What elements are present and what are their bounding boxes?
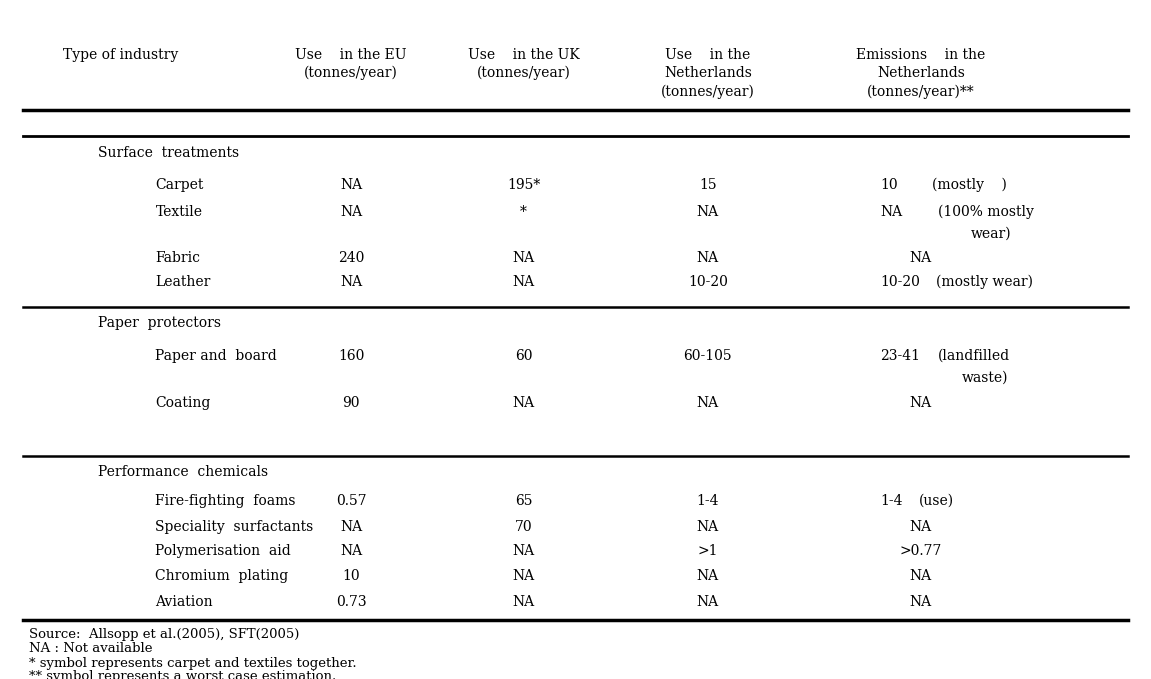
Text: NA: NA <box>512 569 535 583</box>
Text: *: * <box>520 205 527 219</box>
Text: Paper  protectors: Paper protectors <box>98 316 221 329</box>
Text: 60-105: 60-105 <box>684 349 732 363</box>
Text: NA: NA <box>909 397 932 410</box>
Text: waste): waste) <box>962 371 1008 384</box>
Text: Use    in the UK
(tonnes/year): Use in the UK (tonnes/year) <box>467 48 580 81</box>
Text: Surface  treatments: Surface treatments <box>98 146 239 160</box>
Text: >1: >1 <box>698 545 718 558</box>
Text: NA: NA <box>512 545 535 558</box>
Text: Performance  chemicals: Performance chemicals <box>98 465 268 479</box>
Text: Emissions    in the
Netherlands
(tonnes/year)**: Emissions in the Netherlands (tonnes/yea… <box>856 48 985 99</box>
Text: 10: 10 <box>881 178 898 191</box>
Text: (landfilled: (landfilled <box>938 349 1011 363</box>
Text: Aviation: Aviation <box>155 595 213 608</box>
Text: NA: NA <box>909 569 932 583</box>
Text: NA: NA <box>340 205 363 219</box>
Text: NA: NA <box>696 520 719 534</box>
Text: 0.57: 0.57 <box>336 494 366 508</box>
Text: >0.77: >0.77 <box>900 545 942 558</box>
Text: NA: NA <box>696 595 719 608</box>
Text: NA : Not available: NA : Not available <box>29 642 152 655</box>
Text: 60: 60 <box>514 349 533 363</box>
Text: NA: NA <box>340 520 363 534</box>
Text: Use    in the EU
(tonnes/year): Use in the EU (tonnes/year) <box>296 48 406 81</box>
Text: Fire-fighting  foams: Fire-fighting foams <box>155 494 296 508</box>
Text: 0.73: 0.73 <box>336 595 366 608</box>
Text: Fabric: Fabric <box>155 251 200 265</box>
Text: Chromium  plating: Chromium plating <box>155 569 289 583</box>
Text: (100% mostly: (100% mostly <box>938 204 1034 219</box>
Text: 10-20: 10-20 <box>881 275 921 289</box>
Text: 195*: 195* <box>508 178 540 191</box>
Text: 160: 160 <box>338 349 364 363</box>
Text: 10-20: 10-20 <box>688 275 727 289</box>
Text: 90: 90 <box>342 397 360 410</box>
Text: (mostly wear): (mostly wear) <box>936 274 1032 289</box>
Text: NA: NA <box>340 545 363 558</box>
Text: Polymerisation  aid: Polymerisation aid <box>155 545 291 558</box>
Text: 1-4: 1-4 <box>881 494 904 508</box>
Text: Leather: Leather <box>155 275 211 289</box>
Text: Type of industry: Type of industry <box>63 48 178 62</box>
Text: NA: NA <box>696 569 719 583</box>
Text: NA: NA <box>881 205 902 219</box>
Text: 70: 70 <box>514 520 533 534</box>
Text: NA: NA <box>512 595 535 608</box>
Text: * symbol represents carpet and textiles together.: * symbol represents carpet and textiles … <box>29 657 357 669</box>
Text: 1-4: 1-4 <box>696 494 719 508</box>
Text: wear): wear) <box>970 227 1011 240</box>
Text: NA: NA <box>909 520 932 534</box>
Text: 15: 15 <box>699 178 717 191</box>
Text: NA: NA <box>512 397 535 410</box>
Text: (mostly    ): (mostly ) <box>932 177 1007 192</box>
Text: ** symbol represents a worst case estimation.: ** symbol represents a worst case estima… <box>29 670 336 679</box>
Text: 10: 10 <box>342 569 360 583</box>
Text: NA: NA <box>696 397 719 410</box>
Text: Carpet: Carpet <box>155 178 204 191</box>
Text: 65: 65 <box>514 494 533 508</box>
Text: Speciality  surfactants: Speciality surfactants <box>155 520 313 534</box>
Text: 23-41: 23-41 <box>881 349 921 363</box>
Text: NA: NA <box>696 205 719 219</box>
Text: NA: NA <box>340 178 363 191</box>
Text: NA: NA <box>340 275 363 289</box>
Text: 240: 240 <box>338 251 364 265</box>
Text: NA: NA <box>696 251 719 265</box>
Text: (use): (use) <box>918 494 954 508</box>
Text: NA: NA <box>909 251 932 265</box>
Text: Coating: Coating <box>155 397 211 410</box>
Text: NA: NA <box>512 251 535 265</box>
Text: Textile: Textile <box>155 205 203 219</box>
Text: Paper and  board: Paper and board <box>155 349 277 363</box>
Text: NA: NA <box>909 595 932 608</box>
Text: NA: NA <box>512 275 535 289</box>
Text: Use    in the
Netherlands
(tonnes/year): Use in the Netherlands (tonnes/year) <box>661 48 755 99</box>
Text: Source:  Allsopp et al.(2005), SFT(2005): Source: Allsopp et al.(2005), SFT(2005) <box>29 628 299 641</box>
